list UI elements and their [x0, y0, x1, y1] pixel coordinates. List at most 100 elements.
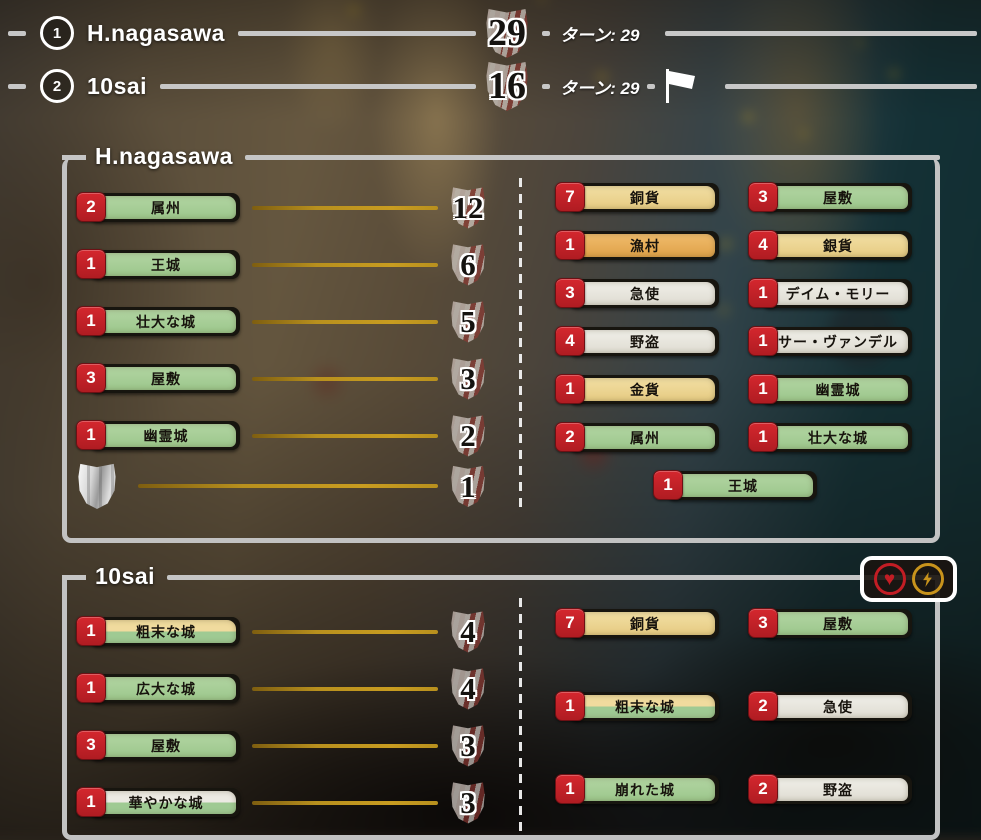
- banner-paper: [95, 367, 236, 390]
- card-banner[interactable]: 3 屋敷: [748, 608, 912, 638]
- card-banner[interactable]: 1 デイム・モリー: [748, 278, 912, 308]
- card-banner[interactable]: 3 屋敷: [76, 730, 240, 760]
- card-banner[interactable]: 7 銅貨: [555, 182, 719, 212]
- card-banner[interactable]: 1 壮大な城: [748, 422, 912, 452]
- card-banner[interactable]: 1 幽霊城: [76, 420, 240, 450]
- card-banner[interactable]: 1 広大な城: [76, 673, 240, 703]
- panel-header: 10sai: [62, 563, 940, 589]
- vp-shield: 5: [444, 298, 492, 346]
- card-name-label: 幽霊城: [815, 381, 861, 398]
- card-name-label: 属州: [151, 199, 181, 216]
- card-banner[interactable]: 1 金貨: [555, 374, 719, 404]
- card-name-label: 王城: [151, 256, 181, 273]
- card-name-label: 広大な城: [136, 680, 196, 697]
- count-badge: 1: [555, 774, 585, 804]
- connector-line: [252, 629, 438, 634]
- connector-line: [252, 376, 438, 381]
- count-badge: 1: [76, 306, 106, 336]
- score-shield: 16: [476, 62, 538, 111]
- banner-paper: [767, 186, 908, 209]
- card-banner[interactable]: 2 属州: [76, 192, 240, 222]
- card-banner[interactable]: 7 銅貨: [555, 608, 719, 638]
- count-badge: 1: [555, 230, 585, 260]
- card-banner[interactable]: 1 粗末な城: [76, 616, 240, 646]
- line-segment: [8, 83, 26, 89]
- card-banner[interactable]: 1 漁村: [555, 230, 719, 260]
- deck-column-2: 3 屋敷 2 急使 2 野盗: [748, 608, 912, 804]
- rank-badge: 2: [40, 69, 74, 103]
- count-badge: 1: [748, 278, 778, 308]
- card-banner[interactable]: 1 粗末な城: [555, 691, 719, 721]
- card-banner[interactable]: 4 銀貨: [748, 230, 912, 260]
- banner-paper: [574, 612, 715, 635]
- scoreboard-row-left: 2 10sai: [8, 69, 476, 103]
- card-banner[interactable]: 1 崩れた城: [555, 774, 719, 804]
- vp-shield: 3: [444, 722, 492, 770]
- line-segment: [542, 83, 550, 89]
- vp-row: 3 屋敷 3: [76, 725, 492, 767]
- vp-row: 3 屋敷 3: [76, 358, 492, 400]
- count-badge: 1: [76, 249, 106, 279]
- card-banner[interactable]: 2 急使: [748, 691, 912, 721]
- card-banner[interactable]: 1 王城: [653, 470, 817, 500]
- vp-shield: 4: [444, 665, 492, 713]
- count-badge: 1: [748, 422, 778, 452]
- banner-paper: [95, 734, 236, 757]
- card-banner[interactable]: 1 幽霊城: [748, 374, 912, 404]
- count-badge: 1: [653, 470, 683, 500]
- panel-title: 10sai: [95, 563, 156, 589]
- vp-row: 1 壮大な城 5: [76, 301, 492, 343]
- vp-shield: 2: [444, 412, 492, 460]
- vp-value: 6: [460, 247, 476, 282]
- player-panel-2: 10sai 1 粗末な城 4: [62, 563, 940, 840]
- heart-icon[interactable]: ♥: [873, 563, 906, 595]
- lightning-icon[interactable]: [911, 563, 944, 595]
- vp-column: 1 粗末な城 4 1 広大な城: [76, 611, 492, 824]
- count-badge: 2: [748, 774, 778, 804]
- deck-center-row: 1 王城: [653, 470, 817, 500]
- card-banner[interactable]: 1 壮大な城: [76, 306, 240, 336]
- card-banner[interactable]: 2 野盗: [748, 774, 912, 804]
- card-name-label: 屋敷: [823, 189, 853, 206]
- count-badge: 2: [555, 422, 585, 452]
- connector-line: [138, 484, 438, 488]
- card-name-label: デイム・モリー: [785, 285, 891, 302]
- deck-column-1: 7 銅貨 1 粗末な城 1 崩れた城: [555, 608, 719, 804]
- banner-paper: [574, 330, 715, 353]
- card-name-label: 野盗: [630, 333, 660, 350]
- card-banner[interactable]: 3 屋敷: [76, 363, 240, 393]
- scoreboard-row: 1 H.nagasawa 29 ターン: 29: [8, 9, 977, 58]
- card-name-label: 壮大な城: [808, 429, 868, 446]
- card-name-label: 王城: [728, 477, 758, 494]
- card-banner[interactable]: 4 野盗: [555, 326, 719, 356]
- card-banner[interactable]: 3 急使: [555, 278, 719, 308]
- vp-value: 4: [460, 671, 476, 706]
- score-shield: 29: [476, 9, 538, 58]
- turn-counter: ターン: 29: [560, 25, 640, 45]
- panel-header: H.nagasawa: [62, 143, 940, 169]
- banner-paper: [767, 426, 908, 449]
- line-segment: [167, 575, 940, 580]
- vp-shield: 3: [444, 779, 492, 827]
- connector-line: [252, 319, 438, 324]
- banner-paper: [767, 234, 908, 257]
- card-banner[interactable]: 1 華やかな城: [76, 787, 240, 817]
- card-name-label: 屋敷: [823, 615, 853, 632]
- card-name-label: 金貨: [630, 381, 660, 398]
- card-banner[interactable]: 3 屋敷: [748, 182, 912, 212]
- card-banner[interactable]: 2 属州: [555, 422, 719, 452]
- vp-row: 1 粗末な城 4: [76, 611, 492, 653]
- card-name-label: 壮大な城: [136, 313, 196, 330]
- scoreboard-row-right: ターン: 29: [538, 67, 977, 105]
- vp-value: 4: [460, 614, 476, 649]
- player-name: H.nagasawa: [87, 19, 225, 46]
- card-name-label: 華やかな城: [128, 794, 204, 811]
- card-name-label: サー・ヴァンデル: [778, 333, 898, 350]
- card-banner[interactable]: 1 王城: [76, 249, 240, 279]
- card-banner[interactable]: 1 サー・ヴァンデル: [748, 326, 912, 356]
- banner-paper: [95, 310, 236, 333]
- column-divider: [519, 598, 522, 838]
- count-badge: 1: [748, 374, 778, 404]
- card-name-label: 粗末な城: [615, 698, 675, 715]
- scoreboard-row-left: 1 H.nagasawa: [8, 16, 476, 50]
